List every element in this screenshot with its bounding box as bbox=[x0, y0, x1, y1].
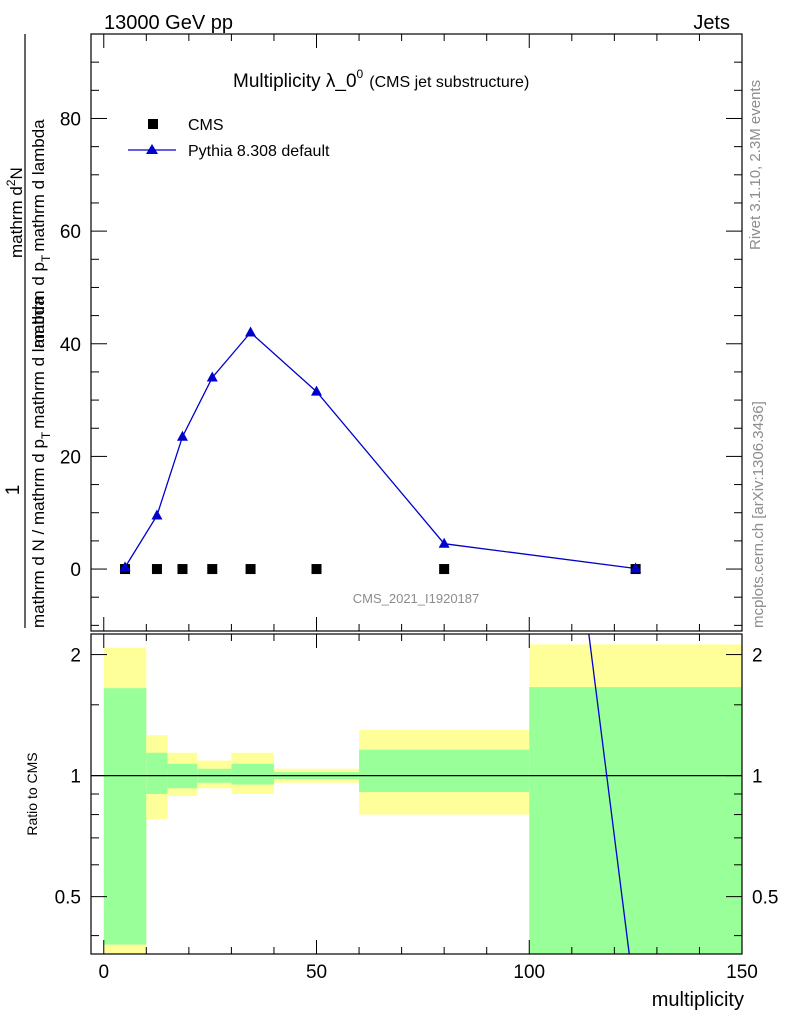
x-axis-label: multiplicity bbox=[652, 989, 744, 1011]
rivet-label: Rivet 3.1.10, 2.3M events bbox=[747, 80, 764, 250]
y-tick-label: 20 bbox=[60, 447, 81, 468]
pythia-point bbox=[206, 371, 218, 382]
y-tick-label: 0 bbox=[70, 560, 81, 581]
cms-point bbox=[311, 564, 322, 575]
ratio-y-tick-label: 0.5 bbox=[55, 888, 81, 909]
analysis-id: CMS_2021_I1920187 bbox=[353, 591, 480, 606]
ratio-y-axis-label: Ratio to CMS bbox=[24, 752, 40, 835]
ratio-lines bbox=[91, 633, 742, 955]
cms-point bbox=[177, 564, 188, 575]
x-tick-label: 0 bbox=[98, 962, 109, 983]
pythia-point bbox=[311, 385, 323, 396]
pythia-point bbox=[245, 326, 257, 337]
x-tick-label: 100 bbox=[513, 962, 545, 983]
ratio-panel: 0.5 0.5 1 1 2 2 bbox=[55, 633, 778, 955]
cms-point bbox=[207, 564, 218, 575]
chart-title: Multiplicity λ_00 (CMS jet substructure) bbox=[233, 67, 529, 92]
pythia-point bbox=[176, 430, 188, 441]
main-series bbox=[119, 326, 642, 575]
main-ticks: 0 20 40 60 80 bbox=[60, 34, 743, 631]
legend-label-cms: CMS bbox=[188, 117, 224, 134]
ylabel-inner-numerator: mathrm d2N bbox=[4, 167, 26, 258]
ratio-y-tick-label: 1 bbox=[70, 767, 81, 788]
pythia-point bbox=[119, 561, 131, 572]
pythia-point bbox=[438, 537, 450, 548]
ratio-pythia-line bbox=[588, 633, 630, 955]
mcplots-label: mcplots.cern.ch [arXiv:1306.3436] bbox=[750, 401, 767, 628]
legend-marker-pythia bbox=[146, 144, 158, 154]
ratio-band-green bbox=[231, 763, 274, 785]
cms-point bbox=[245, 564, 256, 575]
main-panel-frame bbox=[90, 33, 743, 632]
ratio-band-green bbox=[359, 749, 530, 793]
ratio-band-green bbox=[529, 687, 742, 954]
header-right: Jets bbox=[693, 12, 730, 34]
main-panel-background bbox=[91, 34, 742, 631]
ratio-y-tick-label-right: 2 bbox=[752, 646, 763, 667]
main-panel: 0 20 40 60 80 bbox=[60, 33, 743, 632]
y-tick-label: 60 bbox=[60, 222, 81, 243]
ratio-y-tick-label: 2 bbox=[70, 646, 81, 667]
cms-point bbox=[439, 564, 450, 575]
ratio-y-tick-label-right: 1 bbox=[752, 767, 763, 788]
x-tick-labels: 0 50 100 150 bbox=[98, 962, 757, 983]
ratio-y-tick-label-right: 0.5 bbox=[752, 888, 778, 909]
pythia-line bbox=[124, 331, 636, 570]
ratio-panel-frame bbox=[90, 633, 743, 955]
header-left: 13000 GeV pp bbox=[104, 12, 233, 34]
ratio-band-green bbox=[103, 688, 147, 945]
legend-marker-cms bbox=[148, 119, 158, 129]
main-y-axis-label: 1 mathrm d N / mathrm d pTmathrm d lambd… bbox=[3, 34, 53, 628]
legend-label-pythia: Pythia 8.308 default bbox=[188, 143, 330, 160]
cms-point bbox=[151, 564, 162, 575]
ratio-ticks: 0.5 0.5 1 1 2 2 bbox=[55, 634, 778, 954]
ylabel-numerator: 1 bbox=[3, 485, 24, 496]
x-tick-label: 150 bbox=[726, 962, 758, 983]
ylabel-inner-denominator: mathrm d pTmathrm d lambda bbox=[29, 119, 53, 348]
y-tick-label: 80 bbox=[60, 109, 81, 130]
ylabel-denominator: mathrm d N / mathrm d pTmathrm d lambda bbox=[29, 296, 53, 628]
pythia-point bbox=[630, 562, 642, 573]
y-tick-label: 40 bbox=[60, 335, 81, 356]
ratio-band-green bbox=[146, 752, 168, 794]
legend: CMS Pythia 8.308 default bbox=[128, 117, 330, 160]
pythia-point bbox=[151, 509, 163, 520]
ratio-bands bbox=[103, 644, 742, 954]
x-tick-label: 50 bbox=[306, 962, 327, 983]
